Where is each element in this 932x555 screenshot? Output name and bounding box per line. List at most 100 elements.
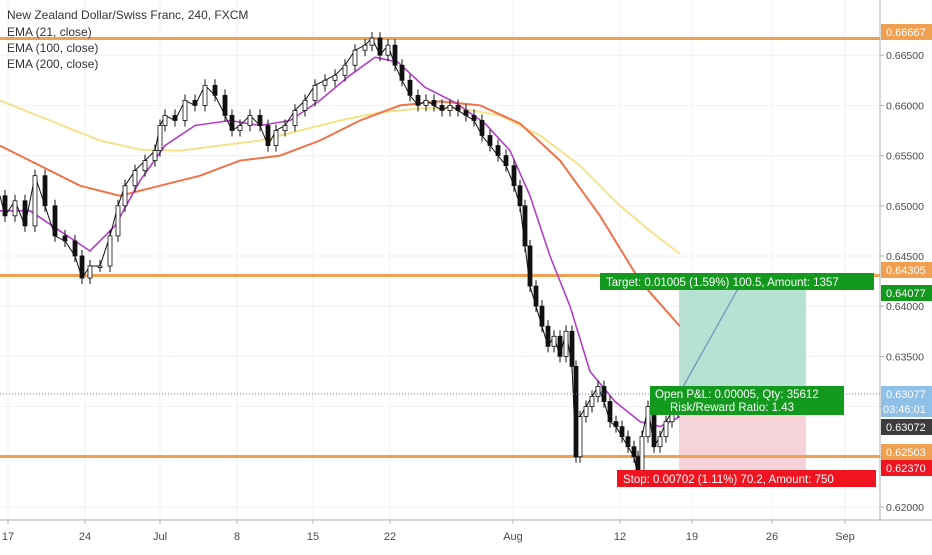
stop-label: Stop: 0.00702 (1.11%) 70.2, Amount: 750: [623, 474, 834, 486]
last-tag: 0.63072: [886, 422, 926, 434]
candle-body-44: [392, 44, 398, 66]
ema-layer: [0, 56, 681, 428]
ema21-legend[interactable]: EMA (21, close): [7, 25, 92, 39]
stop-zone[interactable]: [679, 415, 806, 472]
ema100-legend[interactable]: EMA (100, close): [7, 41, 98, 55]
candle-body-20: [172, 115, 178, 121]
candle-body-12: [107, 235, 113, 267]
candle-body-60: [517, 185, 523, 207]
x-tick-label-6: Aug: [503, 531, 523, 543]
x-tick-label-10: Sep: [835, 531, 855, 543]
candle-body-15: [132, 170, 138, 187]
candle-body-42: [377, 37, 383, 56]
candle-body-76: [607, 401, 613, 423]
y-tick-label-2: 0.65500: [886, 151, 924, 163]
candle-body-78: [619, 426, 625, 438]
candle-body-47: [415, 94, 421, 106]
candle-body-48: [423, 99, 429, 106]
current-tag: 0.63077: [886, 389, 926, 401]
candle-body-18: [157, 125, 163, 151]
candle-body-71: [577, 416, 583, 458]
candle-body-14: [122, 185, 128, 207]
candle-body-79: [625, 436, 631, 448]
x-tick-label-4: 15: [307, 531, 319, 543]
level-tag-bottom-bg: [881, 444, 932, 460]
x-tick-label-0: 17: [2, 531, 14, 543]
candle-body-53: [463, 110, 469, 116]
ema200-line: [0, 99, 681, 255]
x-tick-label-3: 8: [234, 531, 240, 543]
stop-tag-bg: [881, 460, 932, 476]
candle-body-21: [182, 99, 188, 121]
level-tag-top-bg: [881, 24, 932, 40]
y-tick-layer: 0.66500 0.66000 0.65500 0.65000 0.64500 0.640…: [880, 50, 924, 514]
y-tick-label-3: 0.65000: [886, 201, 924, 213]
y-tick-label-6: 0.63500: [886, 351, 924, 363]
ema100-line: [0, 100, 681, 327]
y-tick-label-9: 0.62000: [886, 502, 924, 514]
ema200-legend[interactable]: EMA (200, close): [7, 57, 98, 71]
candle-body-3: [22, 200, 28, 227]
candle-body-24: [212, 84, 218, 96]
candle-body-11: [97, 265, 103, 268]
target-label-box[interactable]: Target: 0.01005 (1.59%) 100.5, Amount: 1…: [600, 273, 874, 290]
level-tag-bottom: 0.62503: [886, 447, 926, 459]
candle-body-2: [12, 200, 18, 217]
y-tick-label-5: 0.64000: [886, 301, 924, 313]
target-tag-bg: [881, 285, 932, 301]
candle-body-23: [202, 84, 208, 106]
open-pnl-label: Open P&L: 0.00005, Qty: 35612: [655, 389, 819, 401]
open-pnl-box[interactable]: Open P&L: 0.00005, Qty: 35612 Risk/Rewar…: [650, 386, 844, 415]
candle-body-13: [115, 205, 121, 237]
current-tag-bg: [881, 386, 932, 417]
candle-body-9: [79, 255, 85, 279]
candle-body-25: [222, 94, 228, 116]
candle-body-83: [645, 406, 651, 438]
candle-body-31: [273, 130, 279, 146]
candle-body-66: [551, 335, 557, 347]
price-tags: 0.66667 0.64305 0.64077 0.63077 03:46:01…: [881, 24, 932, 476]
x-tick-layer: 17 24 Jul 8 15 22 Aug 12 19 26 Sep: [2, 520, 855, 543]
candle-body-46: [407, 79, 413, 96]
position-zones: [679, 288, 806, 472]
time-axis[interactable]: 17 24 Jul 8 15 22 Aug 12 19 26 Sep: [0, 519, 932, 543]
x-tick-label-2: Jul: [153, 531, 167, 543]
symbol-title[interactable]: New Zealand Dollar/Swiss Franc, 240, FXC…: [7, 8, 248, 22]
x-tick-label-7: 12: [614, 531, 626, 543]
y-tick-label-1: 0.66000: [886, 100, 924, 112]
ema21-line: [0, 56, 681, 428]
candle-body-40: [362, 44, 368, 51]
target-zone[interactable]: [679, 288, 806, 393]
candle-body-38: [342, 64, 348, 76]
candle-body-85: [657, 436, 663, 448]
x-tick-label-8: 19: [686, 531, 698, 543]
candle-body-30: [265, 125, 271, 146]
projection-arrow-line[interactable]: [678, 277, 745, 395]
candle-body-33: [292, 110, 298, 126]
candle-body-41: [369, 37, 375, 46]
candle-body-50: [439, 105, 445, 111]
candle-body-29: [257, 115, 263, 126]
candle-body-4: [32, 175, 38, 227]
candle-body-19: [162, 115, 168, 126]
candle-body-77: [613, 421, 619, 428]
candle-body-54: [471, 115, 477, 121]
stop-label-box[interactable]: Stop: 0.00702 (1.11%) 70.2, Amount: 750: [617, 470, 876, 487]
x-tick-label-1: 24: [79, 531, 91, 543]
y-tick-label-0: 0.66500: [886, 50, 924, 62]
target-tag: 0.64077: [886, 288, 926, 300]
candle-body-80: [631, 446, 637, 458]
chart-legend[interactable]: New Zealand Dollar/Swiss Franc, 240, FXC…: [7, 8, 248, 71]
candle-body-35: [312, 84, 318, 101]
x-tick-label-9: 26: [766, 531, 778, 543]
level-tag-top: 0.66667: [886, 27, 926, 39]
stop-tag: 0.62370: [886, 463, 926, 475]
candle-body-45: [399, 64, 405, 81]
candle-body-64: [539, 305, 545, 327]
candle-body-32: [282, 125, 288, 131]
candle-body-59: [511, 165, 517, 187]
target-label: Target: 0.01005 (1.59%) 100.5, Amount: 1…: [606, 277, 839, 289]
candle-body-26: [229, 115, 235, 131]
candle-body-70: [573, 366, 579, 458]
